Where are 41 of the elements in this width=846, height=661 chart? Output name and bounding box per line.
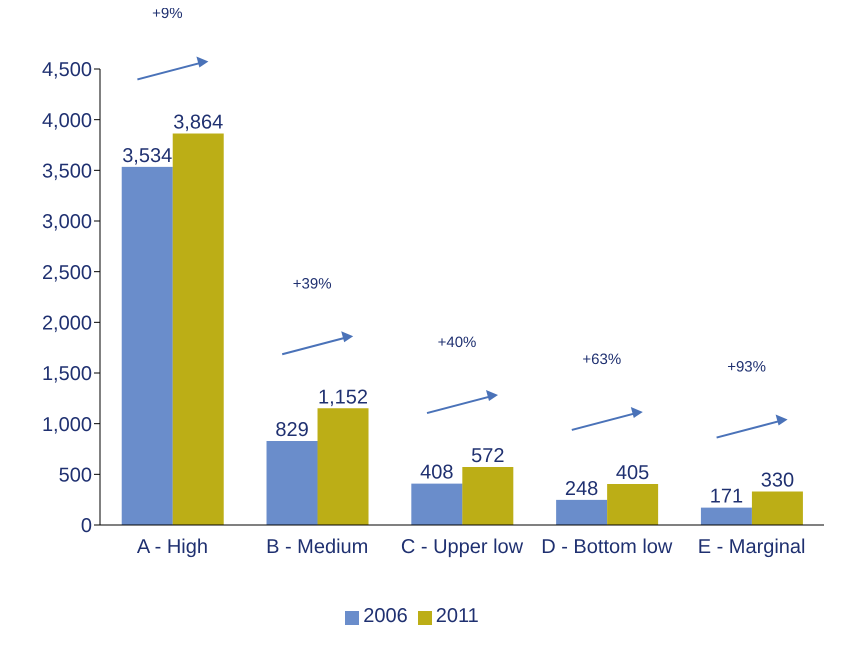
bar (700, 508, 752, 525)
y-tick-label: 4,000 (42, 110, 92, 132)
x-tick-label: C - Upper low (400, 536, 524, 558)
legend-label: 2006 (363, 605, 408, 627)
x-tick-label: B - Medium (266, 536, 368, 558)
bar (318, 408, 369, 525)
annotation: +93% (727, 358, 766, 376)
bar (462, 467, 514, 525)
annotation: +40% (438, 334, 476, 352)
y-tick-label: 3,500 (42, 160, 92, 182)
bar (752, 492, 803, 525)
data-label: 3,534 (122, 144, 172, 167)
y-tick-label: 0 (80, 515, 92, 538)
y-tick-label: 2,000 (42, 312, 92, 334)
y-tick-label: 3,000 (42, 211, 92, 234)
x-tick-label: D - Bottom low (541, 536, 673, 558)
bar (411, 484, 462, 525)
y-tick-label: 1,500 (42, 363, 92, 386)
data-label: 1,152 (318, 386, 368, 408)
bar (607, 484, 658, 525)
annotation: +63% (582, 350, 622, 368)
data-label: 405 (616, 462, 650, 484)
data-label: 3,864 (173, 111, 224, 134)
bar (172, 133, 224, 525)
data-label: 171 (710, 486, 744, 508)
y-tick-label: 4,500 (42, 59, 92, 82)
bar (266, 440, 318, 525)
x-tick-label: E - Marginal (698, 536, 806, 558)
bar (556, 500, 608, 525)
legend-label: 2011 (436, 605, 479, 627)
data-label: 829 (275, 418, 309, 441)
annotation: +39% (292, 275, 332, 292)
y-tick-label: 500 (58, 464, 92, 486)
data-label: 408 (420, 462, 454, 484)
y-tick-label: 2,500 (42, 262, 92, 284)
bar (122, 166, 173, 525)
x-tick-label: A - High (136, 536, 208, 558)
data-label: 572 (471, 445, 505, 468)
y-tick-label: 1,000 (42, 414, 92, 436)
data-label: 248 (564, 478, 598, 500)
data-label: 330 (760, 470, 794, 492)
